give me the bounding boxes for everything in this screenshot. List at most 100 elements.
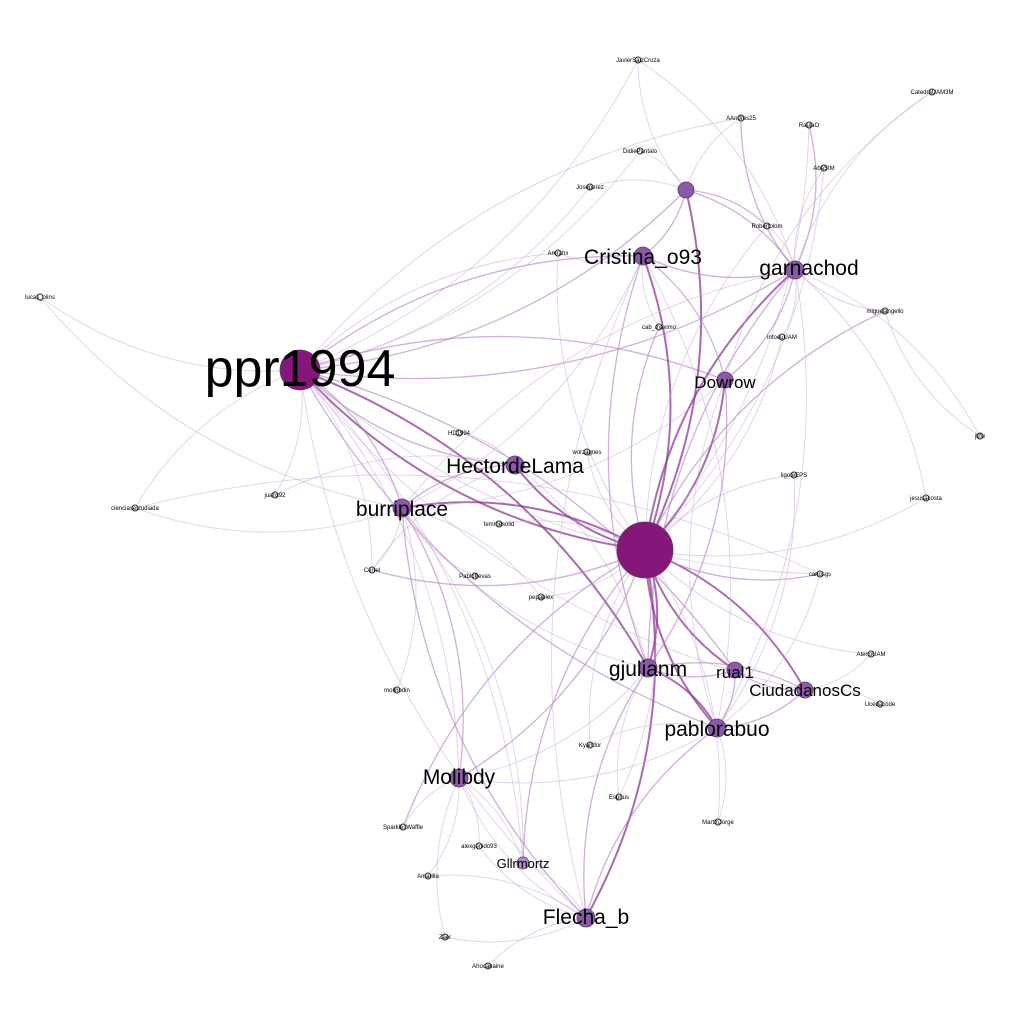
edge-hub-amrahx	[556, 252, 646, 551]
label-flecha: Flecha_b	[543, 906, 629, 929]
node-aandres[interactable]	[737, 114, 745, 122]
node-molinodin[interactable]	[393, 686, 401, 694]
label-martinjorge: MartinJorge	[702, 820, 734, 826]
node-ligoteps[interactable]	[790, 471, 798, 479]
node-carlosgs[interactable]	[816, 570, 824, 578]
node-juanx92[interactable]	[271, 491, 279, 499]
node-flecha[interactable]	[576, 908, 596, 928]
edge-hub-cerrel	[371, 549, 646, 587]
label-kyandor: Kyandor	[579, 743, 601, 749]
edge-ligoteps-pablorabuo	[716, 474, 795, 729]
node-ppr1994[interactable]	[279, 349, 321, 391]
label-burriplace: burriplace	[356, 498, 448, 521]
node-atenouam[interactable]	[867, 650, 875, 658]
label-cerrel: Cerrel	[364, 568, 380, 574]
node-lucas[interactable]	[36, 293, 44, 301]
edge-hectordelama-gjulianm	[514, 464, 649, 669]
node-pablofrevas[interactable]	[471, 572, 479, 580]
node-catedra[interactable]	[928, 88, 936, 96]
edge-topnode-aandres	[685, 117, 742, 191]
edge-juanx92-hectordelama	[274, 455, 516, 496]
node-dowrow[interactable]	[716, 371, 734, 389]
edge-dowrow-pablorabuo	[689, 379, 726, 729]
node-cerrel[interactable]	[368, 566, 376, 574]
label-robertom: Robertolom	[751, 224, 782, 230]
node-jkfw[interactable]	[976, 432, 984, 440]
node-burriplace[interactable]	[392, 498, 412, 518]
edge-hub-molibdy	[458, 549, 646, 779]
node-martinjorge[interactable]	[714, 818, 722, 826]
node-zaer[interactable]	[441, 933, 449, 941]
label-carlosgs: carlosgs	[809, 572, 831, 578]
node-abasim[interactable]	[820, 164, 828, 172]
node-ciudadanos[interactable]	[796, 681, 814, 699]
edge-ppr1994-lucas	[39, 296, 301, 372]
edge-garnachod-burriplace	[401, 269, 796, 509]
label-pablorabuo: pablorabuo	[664, 718, 769, 741]
edge-ppr1994-ciencias	[134, 369, 301, 509]
edge-garnachod-raulo	[794, 124, 817, 271]
label-pablofrevas: Pablofrevas	[459, 574, 491, 580]
label-ahocanaine: Ahocanaine	[472, 964, 504, 970]
edge-javiersaiz-garnachod	[637, 59, 796, 271]
edge-flecha-alexgenido	[478, 845, 587, 919]
node-infoeuam[interactable]	[778, 333, 786, 341]
node-miguelangel[interactable]	[881, 307, 889, 315]
node-amarilla[interactable]	[424, 872, 432, 880]
edge-garnachod-aandres	[740, 117, 796, 271]
label-ucedacode: Ucedacode	[865, 702, 896, 708]
node-rual1[interactable]	[726, 661, 744, 679]
node-jesusacosta[interactable]	[922, 494, 930, 502]
edge-ppr1994-ciudadanos	[299, 369, 806, 691]
node-javiersaiz[interactable]	[634, 56, 642, 64]
node-ciencias[interactable]	[131, 504, 139, 512]
node-ahocanaine[interactable]	[484, 962, 492, 970]
node-pablorabuo[interactable]	[707, 718, 727, 738]
edge-ciencias-carlosgs	[134, 474, 821, 575]
node-robertom[interactable]	[763, 222, 771, 230]
edge-jesusacosta-garnachod	[794, 269, 927, 499]
node-femmesolid[interactable]	[495, 520, 503, 528]
node-cabmaximo[interactable]	[655, 323, 663, 331]
edge-gjulianm-molibdy	[458, 667, 649, 779]
edge-hub-jesusacosta	[644, 497, 927, 557]
node-garnachod[interactable]	[785, 260, 805, 280]
edge-cristina-dowrow	[642, 255, 726, 381]
node-molibdy[interactable]	[449, 768, 469, 788]
node-alexgenido[interactable]	[475, 842, 483, 850]
node-topnode[interactable]	[677, 181, 695, 199]
node-amrahx[interactable]	[554, 249, 562, 257]
edge-ciencias-burriplace	[134, 507, 403, 533]
node-ucedacode[interactable]	[876, 700, 884, 708]
node-hectordelama[interactable]	[505, 455, 525, 475]
node-espnus[interactable]	[615, 793, 623, 801]
node-hd1994[interactable]	[455, 429, 463, 437]
edge-dowrow-gjulianm	[647, 379, 728, 669]
node-kyandor[interactable]	[586, 741, 594, 749]
node-cristina[interactable]	[633, 246, 653, 266]
edge-molinodin-burriplace	[396, 507, 417, 691]
node-worzagnes[interactable]	[583, 448, 591, 456]
node-sparkles[interactable]	[399, 823, 407, 831]
edge-cerrel-hectordelama	[371, 464, 516, 571]
edge-hub-topnode	[644, 189, 703, 551]
node-gjulianm[interactable]	[638, 658, 658, 678]
node-pepaplex[interactable]	[537, 593, 545, 601]
label-joseperez: Joseperez	[576, 185, 604, 191]
edge-jkfw-miguelangel	[884, 310, 981, 437]
edge-ppr1994-topnode	[299, 189, 687, 371]
label-gjulianm: gjulianm	[609, 658, 687, 681]
edge-burriplace-pablofrevas	[401, 507, 476, 577]
edge-pablorabuo-martinjorge	[716, 727, 727, 823]
node-joseperez[interactable]	[586, 183, 594, 191]
edge-jkfw-garnachod	[794, 269, 981, 437]
edge-topnode-robertom	[685, 189, 768, 227]
node-didiersilva[interactable]	[636, 147, 644, 155]
node-gllrmortz[interactable]	[516, 856, 530, 870]
label-cristina: Cristina_o93	[584, 246, 702, 269]
node-raulo[interactable]	[805, 121, 813, 129]
edge-flecha-amarilla	[427, 874, 587, 919]
label-alexgenido: alexgenido93	[461, 844, 497, 850]
node-hub[interactable]	[616, 521, 674, 579]
